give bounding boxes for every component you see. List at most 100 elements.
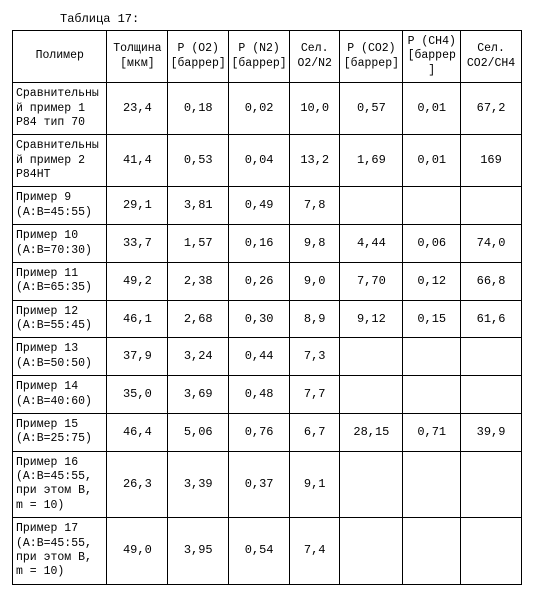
polymer-cell: Пример 9 (А:В=45:55): [13, 187, 107, 225]
value-cell: 0,16: [229, 225, 290, 263]
table-header-row: Полимер Толщина [мкм] Р (О2) [баррер] Р …: [13, 31, 522, 83]
polymer-cell: Пример 10 (А:В=70:30): [13, 225, 107, 263]
table-body: Сравнительный пример 1 Р84 тип 7023,40,1…: [13, 83, 522, 585]
value-cell: 6,7: [290, 413, 340, 451]
value-cell: 0,71: [403, 413, 461, 451]
value-cell: 33,7: [107, 225, 168, 263]
value-cell: 1,69: [340, 135, 403, 187]
col-header: Р (О2) [баррер]: [168, 31, 229, 83]
value-cell: 3,95: [168, 518, 229, 585]
table-row: Пример 14 (А:В=40:60)35,03,690,487,7: [13, 376, 522, 414]
col-header: Толщина [мкм]: [107, 31, 168, 83]
value-cell: 3,81: [168, 187, 229, 225]
polymer-cell: Пример 13 (А:В=50:50): [13, 338, 107, 376]
table-row: Пример 15 (А:В=25:75)46,45,060,766,728,1…: [13, 413, 522, 451]
value-cell: [403, 187, 461, 225]
polymer-cell: Пример 17 (А:В=45:55, при этом В, m = 10…: [13, 518, 107, 585]
value-cell: 4,44: [340, 225, 403, 263]
value-cell: 46,4: [107, 413, 168, 451]
polymer-cell: Сравнительный пример 2 Р84НТ: [13, 135, 107, 187]
value-cell: 35,0: [107, 376, 168, 414]
table-row: Пример 12 (А:В=55:45)46,12,680,308,99,12…: [13, 300, 522, 338]
value-cell: 23,4: [107, 83, 168, 135]
value-cell: 0,37: [229, 451, 290, 518]
value-cell: 37,9: [107, 338, 168, 376]
value-cell: 8,9: [290, 300, 340, 338]
value-cell: 0,18: [168, 83, 229, 135]
value-cell: [461, 451, 522, 518]
table-caption: Таблица 17:: [60, 12, 531, 26]
data-table: Полимер Толщина [мкм] Р (О2) [баррер] Р …: [12, 30, 522, 585]
polymer-cell: Пример 15 (А:В=25:75): [13, 413, 107, 451]
value-cell: 9,12: [340, 300, 403, 338]
value-cell: 5,06: [168, 413, 229, 451]
col-header: Сел. О2/N2: [290, 31, 340, 83]
value-cell: 0,01: [403, 135, 461, 187]
value-cell: 0,48: [229, 376, 290, 414]
value-cell: [403, 376, 461, 414]
value-cell: 3,69: [168, 376, 229, 414]
table-row: Пример 10 (А:В=70:30)33,71,570,169,84,44…: [13, 225, 522, 263]
table-row: Пример 16 (А:В=45:55, при этом В, m = 10…: [13, 451, 522, 518]
table-row: Пример 17 (А:В=45:55, при этом В, m = 10…: [13, 518, 522, 585]
value-cell: [461, 187, 522, 225]
value-cell: 3,39: [168, 451, 229, 518]
value-cell: 7,4: [290, 518, 340, 585]
value-cell: 10,0: [290, 83, 340, 135]
value-cell: [340, 451, 403, 518]
value-cell: 169: [461, 135, 522, 187]
value-cell: 41,4: [107, 135, 168, 187]
value-cell: 0,57: [340, 83, 403, 135]
value-cell: 29,1: [107, 187, 168, 225]
value-cell: 0,06: [403, 225, 461, 263]
value-cell: 0,44: [229, 338, 290, 376]
value-cell: 49,0: [107, 518, 168, 585]
col-header: Р (N2) [баррер]: [229, 31, 290, 83]
value-cell: 49,2: [107, 262, 168, 300]
table-row: Пример 11 (А:В=65:35)49,22,380,269,07,70…: [13, 262, 522, 300]
col-header: Полимер: [13, 31, 107, 83]
value-cell: [340, 338, 403, 376]
polymer-cell: Сравнительный пример 1 Р84 тип 70: [13, 83, 107, 135]
value-cell: 67,2: [461, 83, 522, 135]
value-cell: 26,3: [107, 451, 168, 518]
value-cell: [403, 451, 461, 518]
value-cell: [461, 376, 522, 414]
table-row: Пример 13 (А:В=50:50)37,93,240,447,3: [13, 338, 522, 376]
polymer-cell: Пример 12 (А:В=55:45): [13, 300, 107, 338]
value-cell: 0,30: [229, 300, 290, 338]
value-cell: [461, 518, 522, 585]
value-cell: 0,04: [229, 135, 290, 187]
value-cell: 0,49: [229, 187, 290, 225]
table-row: Сравнительный пример 1 Р84 тип 7023,40,1…: [13, 83, 522, 135]
value-cell: [403, 518, 461, 585]
value-cell: 2,38: [168, 262, 229, 300]
value-cell: 74,0: [461, 225, 522, 263]
value-cell: 66,8: [461, 262, 522, 300]
value-cell: 28,15: [340, 413, 403, 451]
value-cell: 39,9: [461, 413, 522, 451]
value-cell: 2,68: [168, 300, 229, 338]
value-cell: 9,8: [290, 225, 340, 263]
value-cell: 0,15: [403, 300, 461, 338]
value-cell: 7,8: [290, 187, 340, 225]
value-cell: 0,54: [229, 518, 290, 585]
value-cell: 7,3: [290, 338, 340, 376]
value-cell: [340, 518, 403, 585]
value-cell: [340, 376, 403, 414]
col-header: Р (СН4) [баррер]: [403, 31, 461, 83]
value-cell: 0,26: [229, 262, 290, 300]
value-cell: 0,12: [403, 262, 461, 300]
value-cell: 1,57: [168, 225, 229, 263]
value-cell: 46,1: [107, 300, 168, 338]
table-row: Пример 9 (А:В=45:55)29,13,810,497,8: [13, 187, 522, 225]
col-header: Сел. СО2/СН4: [461, 31, 522, 83]
polymer-cell: Пример 16 (А:В=45:55, при этом В, m = 10…: [13, 451, 107, 518]
col-header: Р (СО2) [баррер]: [340, 31, 403, 83]
value-cell: 13,2: [290, 135, 340, 187]
value-cell: [461, 338, 522, 376]
polymer-cell: Пример 14 (А:В=40:60): [13, 376, 107, 414]
value-cell: 0,01: [403, 83, 461, 135]
polymer-cell: Пример 11 (А:В=65:35): [13, 262, 107, 300]
value-cell: 9,0: [290, 262, 340, 300]
